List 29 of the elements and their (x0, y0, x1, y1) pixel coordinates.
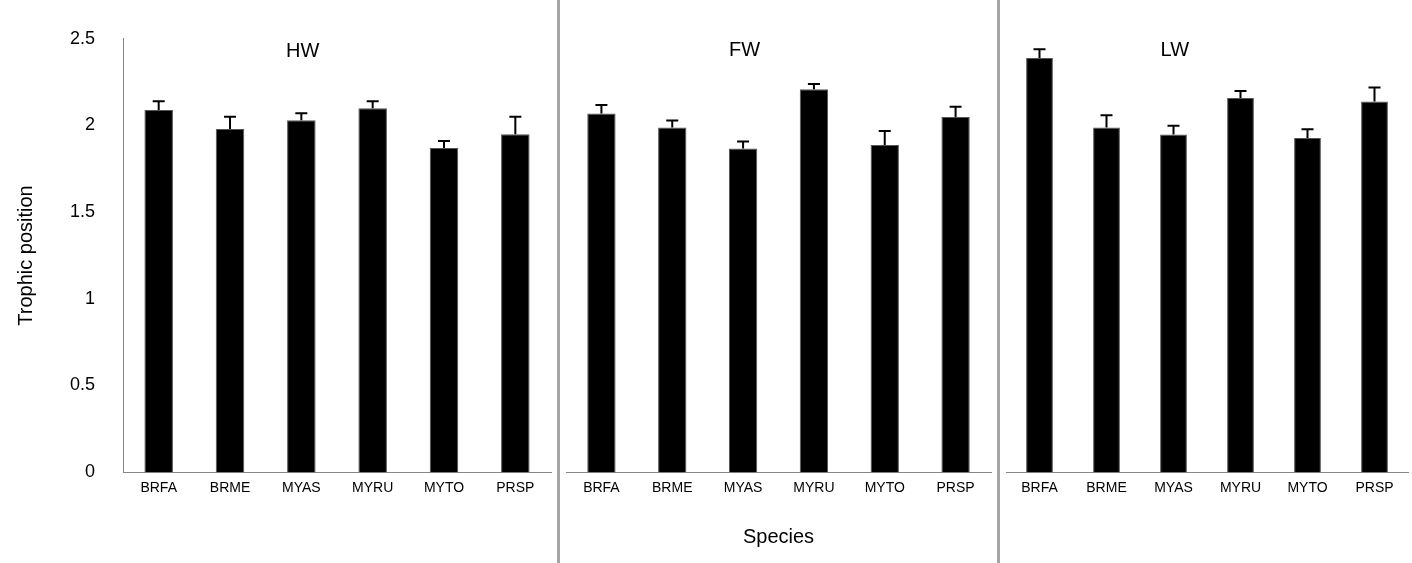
chart-title: FW (728, 37, 761, 60)
x-tick-label: MYRU (352, 479, 394, 496)
x-tick-label: BRME (209, 479, 251, 496)
chart-title: LW (1160, 37, 1190, 60)
x-tick-label: MYRU (1219, 479, 1262, 496)
x-tick-label: MYAS (282, 479, 321, 496)
x-tick-label: BRFA (140, 479, 178, 496)
y-tick-label: 0.5 (69, 374, 96, 395)
chart-title: HW (286, 39, 320, 62)
x-tick-label: BRFA (1021, 479, 1059, 496)
y-axis-title: Trophic position (13, 185, 36, 326)
x-tick-label: PRSP (1355, 479, 1394, 496)
x-tick-label: MYTO (1287, 479, 1328, 496)
x-tick-label: BRME (652, 479, 693, 496)
y-tick-label: 0 (85, 461, 96, 482)
y-tick-label: 1 (85, 287, 96, 308)
x-tick-label: BRME (1086, 479, 1127, 496)
x-tick-label: MYTO (864, 479, 905, 496)
y-tick-label: 2 (85, 114, 96, 135)
x-tick-label: MYAS (723, 479, 763, 496)
x-tick-label: PRSP (496, 479, 535, 496)
x-tick-label: PRSP (936, 479, 975, 496)
x-axis-title: Species (742, 524, 815, 547)
x-tick-label: MYRU (793, 479, 835, 496)
y-tick-label: 1.5 (69, 201, 96, 222)
x-tick-label: MYTO (423, 479, 465, 496)
x-tick-label: BRFA (583, 479, 621, 496)
y-tick-label: 2.5 (69, 27, 96, 48)
x-tick-label: MYAS (1154, 479, 1193, 496)
